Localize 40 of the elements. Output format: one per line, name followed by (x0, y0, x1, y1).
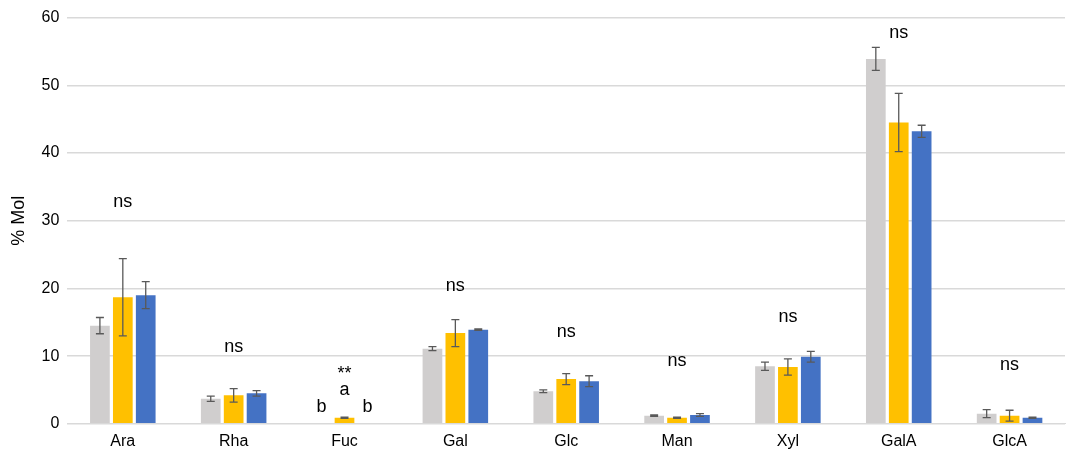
bar (112, 297, 133, 424)
annotation: ns (113, 190, 133, 211)
x-tick-label: Fuc (331, 431, 358, 449)
bar (888, 122, 909, 424)
y-tick-label: 40 (41, 143, 60, 161)
x-tick-label: Rha (218, 431, 249, 449)
y-tick-label: 20 (41, 278, 60, 296)
y-tick-label: 60 (41, 8, 60, 26)
annotation: b (316, 395, 327, 416)
bar (223, 395, 244, 424)
annotation: ns (556, 320, 576, 341)
x-tick-label: Man (661, 431, 693, 449)
bar (135, 295, 156, 424)
bar (246, 393, 267, 424)
bar (911, 131, 932, 424)
x-tick-label: Ara (110, 431, 136, 449)
bar (445, 333, 466, 424)
y-tick-label: 30 (41, 211, 60, 229)
x-tick-label: GlcA (992, 431, 1028, 449)
annotation: ns (224, 335, 244, 356)
annotation: ns (889, 22, 909, 43)
y-axis-title: % Mol (7, 195, 28, 246)
annotation: ns (1000, 353, 1020, 374)
bar (579, 381, 599, 424)
annotation: ns (445, 274, 465, 295)
annotation: ns (667, 349, 687, 370)
x-tick-label: GalA (880, 431, 917, 449)
annotation: b (362, 395, 373, 416)
y-tick-label: 0 (50, 414, 60, 432)
bar (690, 415, 710, 424)
annotation: ns (778, 306, 798, 327)
bar (778, 366, 798, 424)
y-tick-label: 10 (41, 346, 60, 364)
x-tick-label: Xyl (776, 431, 800, 449)
x-tick-label: Gal (442, 431, 468, 449)
bar (800, 356, 821, 424)
x-tick-label: Glc (554, 431, 579, 449)
bar (556, 379, 577, 424)
bar (468, 329, 489, 424)
y-tick-label: 50 (41, 75, 60, 93)
